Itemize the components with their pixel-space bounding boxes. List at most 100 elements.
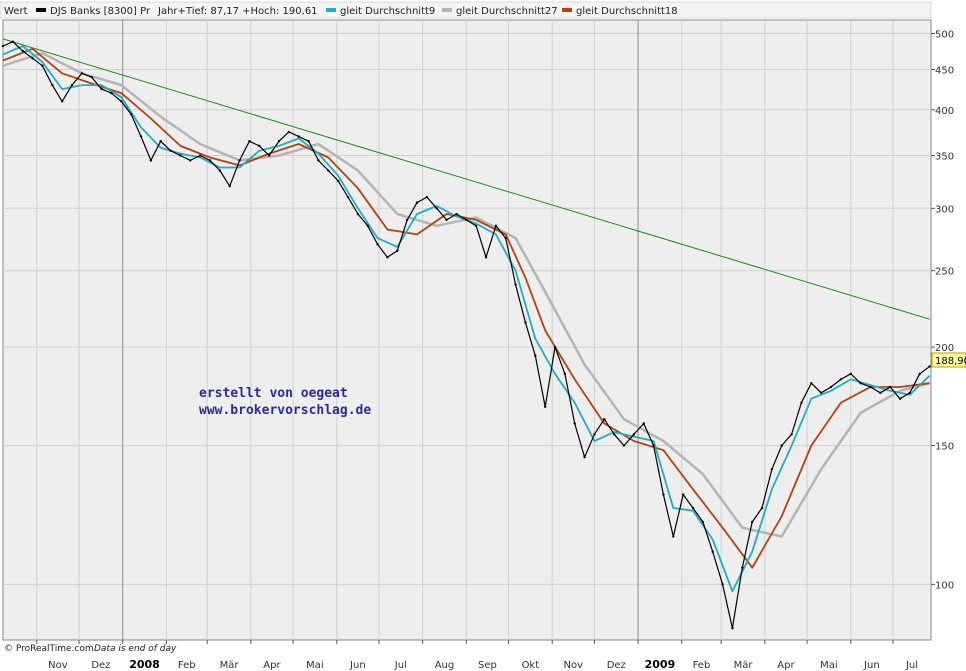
- price-point: [445, 218, 448, 222]
- price-point: [829, 385, 833, 389]
- last-value-badge: [931, 352, 966, 368]
- x-tick-label: Mai: [820, 660, 838, 671]
- price-point: [603, 418, 606, 421]
- footer-note: Data is end of day: [94, 644, 177, 654]
- legend-swatch-ma9: [326, 8, 336, 12]
- legend-ma18: gleit Durchschnitt18: [576, 6, 678, 17]
- price-point: [228, 184, 231, 188]
- price-point: [593, 433, 596, 436]
- price-point: [149, 159, 153, 162]
- price-point: [524, 321, 527, 324]
- price-point: [681, 493, 685, 496]
- price-point: [51, 83, 54, 87]
- price-point: [159, 139, 162, 143]
- legend-ma9: gleit Durchschnitt9: [340, 6, 435, 17]
- price-point: [41, 64, 44, 67]
- x-tick-label: 2009: [645, 658, 676, 671]
- price-point: [110, 91, 113, 95]
- price-point: [179, 154, 182, 157]
- price-point: [366, 224, 369, 228]
- price-point: [918, 372, 921, 375]
- series-line-trendline: [2, 38, 930, 320]
- x-tick-label: Jun: [349, 660, 366, 671]
- price-point: [208, 159, 212, 162]
- price-point: [258, 144, 261, 148]
- price-point: [484, 256, 488, 259]
- legend-swatch-price: [36, 8, 46, 12]
- price-point: [238, 159, 241, 162]
- price-point: [908, 391, 912, 394]
- price-point: [898, 397, 902, 400]
- price-point: [60, 100, 64, 103]
- price-point: [839, 378, 843, 381]
- price-point: [760, 506, 764, 510]
- price-point: [327, 169, 330, 172]
- legend-wert: Wert: [4, 6, 28, 17]
- y-tick-label: 350: [935, 152, 954, 163]
- price-point: [612, 433, 616, 436]
- price-point: [267, 154, 271, 157]
- x-tick-label: Jul: [905, 660, 918, 671]
- x-tick-label: Feb: [693, 660, 711, 671]
- x-tick-label: Dez: [607, 660, 626, 671]
- price-point: [652, 444, 655, 447]
- price-point: [691, 506, 695, 510]
- x-tick-label: Mär: [220, 660, 240, 671]
- price-point: [504, 236, 507, 240]
- price-point: [642, 422, 645, 425]
- x-tick-label: Apr: [263, 660, 281, 671]
- watermark-line2: www.brokervorschlag.de: [199, 403, 371, 418]
- price-point: [790, 433, 793, 436]
- x-tick-label: Mai: [306, 660, 324, 671]
- price-point: [80, 72, 84, 75]
- price-point: [750, 520, 754, 524]
- legend-ma27: gleit Durchschnitt27: [456, 6, 558, 17]
- y-axis: 100 150 200 250 300 350 400 450 500: [931, 29, 954, 591]
- price-point: [770, 467, 774, 471]
- price-point: [386, 256, 389, 259]
- price-point: [731, 626, 734, 630]
- price-point: [859, 381, 862, 385]
- price-point: [465, 218, 468, 222]
- price-point: [307, 139, 310, 143]
- series-line-gleit-durchschnitt18: [2, 47, 930, 569]
- price-point: [701, 520, 705, 524]
- price-point: [622, 444, 626, 447]
- watermark-line1: erstellt von oegeat: [199, 386, 348, 401]
- x-tick-label: Mär: [734, 660, 754, 671]
- price-point: [780, 444, 783, 447]
- series-line-gleit-durchschnitt27: [2, 51, 930, 538]
- price-point: [563, 372, 567, 375]
- legend-extremes: Jahr+Tief: 87,17 +Hoch: 190,61: [157, 6, 318, 17]
- y-tick-label: 500: [935, 29, 954, 40]
- price-point: [70, 83, 74, 87]
- x-tick-label: Dez: [91, 660, 110, 671]
- price-point: [672, 535, 675, 538]
- x-tick-label: Aug: [435, 660, 455, 671]
- price-point: [573, 422, 576, 425]
- price-point: [287, 130, 291, 134]
- price-point: [888, 385, 892, 389]
- y-tick-label: 150: [935, 442, 954, 453]
- last-value-label: 188,90: [935, 356, 966, 367]
- price-point: [553, 345, 557, 349]
- footer-brand: © ProRealTime.com: [4, 644, 94, 654]
- legend-swatch-ma27: [442, 8, 452, 12]
- grid: [3, 20, 931, 640]
- price-point: [169, 149, 172, 152]
- price-point: [741, 566, 744, 569]
- price-point: [494, 224, 498, 228]
- legend: Wert DJS Banks [8300] Pr Jahr+Tief: 87,1…: [0, 1, 932, 19]
- x-tick-label: Okt: [522, 660, 540, 671]
- y-tick-label: 450: [935, 65, 954, 76]
- price-point: [869, 385, 872, 389]
- y-tick-label: 250: [935, 267, 954, 278]
- legend-background: [0, 1, 932, 19]
- price-point: [31, 57, 34, 60]
- plot-area: [2, 19, 932, 641]
- price-point: [336, 179, 340, 183]
- price-point: [21, 49, 24, 53]
- price-point: [129, 112, 133, 116]
- price-point: [425, 195, 429, 199]
- price-point: [198, 154, 202, 157]
